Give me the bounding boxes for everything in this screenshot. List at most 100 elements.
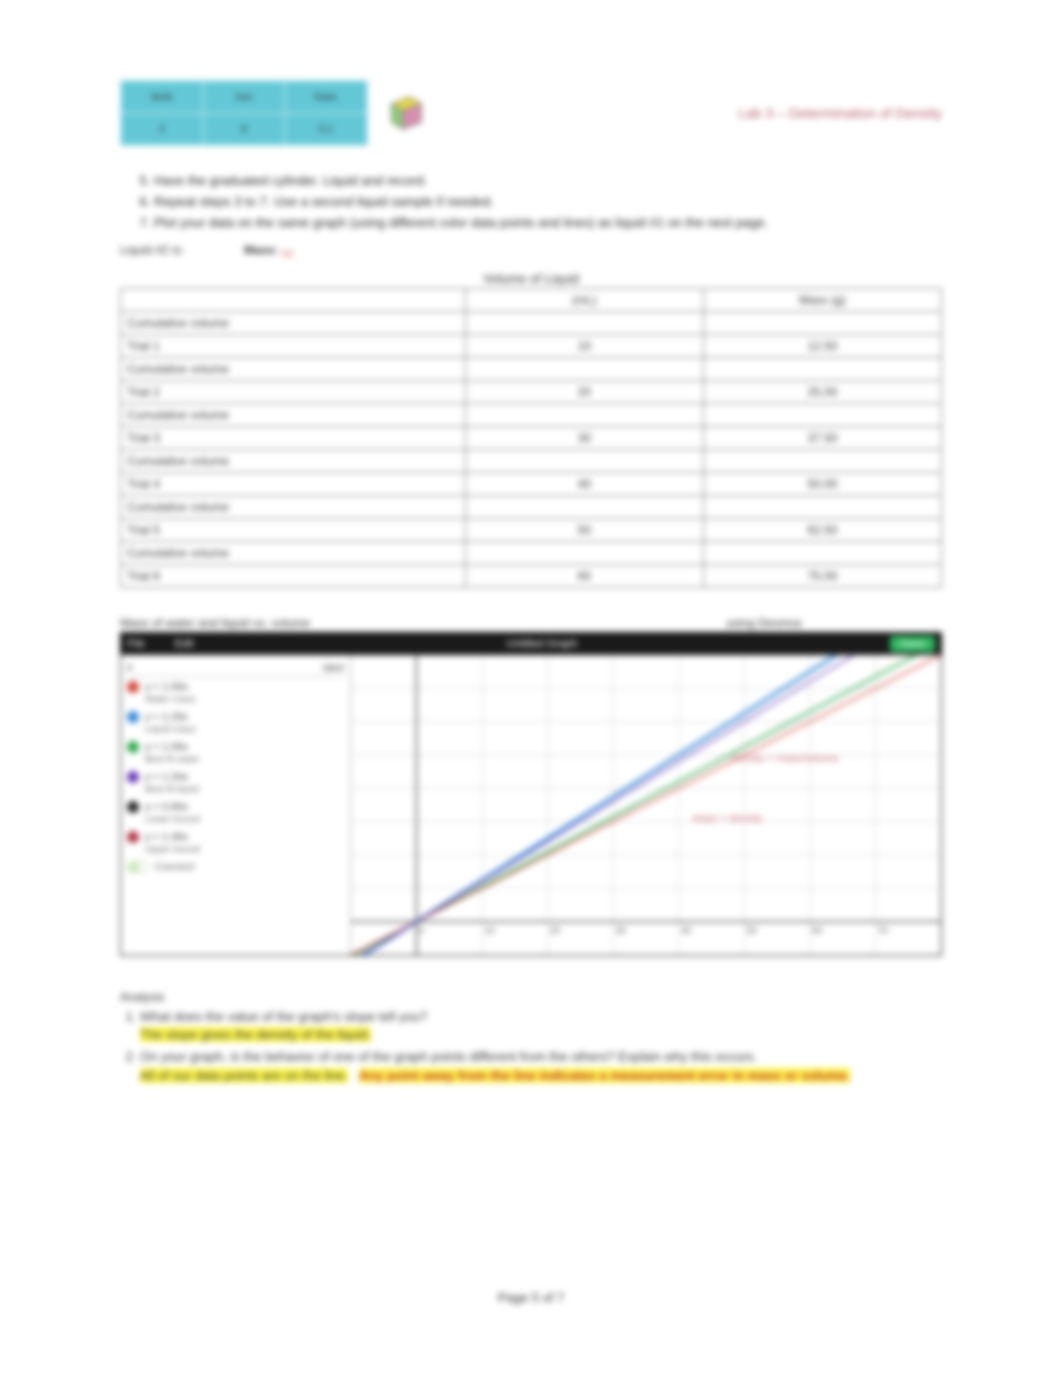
series-equation: Water mass bbox=[145, 694, 344, 705]
mini-cell: brick bbox=[121, 81, 203, 113]
table-cell bbox=[703, 311, 941, 334]
analysis-a2b: Any point away from the line indicates a… bbox=[359, 1068, 850, 1083]
toolbar-file[interactable]: File bbox=[127, 638, 145, 650]
chart-area[interactable]: 01020304050607080density = mass/volumesl… bbox=[351, 655, 941, 955]
mass-label: Mass: — bbox=[244, 243, 293, 257]
data-table-title: Volume of Liquid bbox=[120, 271, 942, 286]
series-label: y = 1.00x bbox=[145, 681, 188, 693]
save-button[interactable]: Save bbox=[890, 636, 935, 652]
procedure-steps: Have the graduated cylinder. Liquid and … bbox=[154, 172, 942, 233]
app-body: # label y = 1.00xWater mass y = 1.25xLiqu… bbox=[121, 655, 941, 955]
table-cell: Cumulative volume bbox=[121, 541, 466, 564]
cube-icon bbox=[380, 90, 426, 136]
header-mini-table: brick iron foam 2 8 0.1 bbox=[120, 80, 368, 146]
table-cell: 12.50 bbox=[703, 334, 941, 357]
series-item[interactable]: y = 1.00xWater mass bbox=[127, 681, 344, 705]
col-mass: Mass (g) bbox=[703, 288, 941, 311]
table-row: Cumulative volume bbox=[121, 357, 942, 380]
svg-text:slope = density: slope = density bbox=[692, 813, 763, 824]
table-row: Trial 66075.00 bbox=[121, 564, 942, 587]
series-equation: Lower bound bbox=[145, 814, 344, 825]
graph-caption-left: Mass of water and liquid vs. volume bbox=[120, 616, 310, 630]
table-cell: Trial 1 bbox=[121, 334, 466, 357]
table-cell bbox=[465, 495, 703, 518]
table-cell: 20 bbox=[465, 380, 703, 403]
svg-text:density = mass/volume: density = mass/volume bbox=[731, 753, 839, 764]
document-page: brick iron foam 2 8 0.1 Lab 3 – Determin… bbox=[0, 0, 1062, 1377]
table-cell: Cumulative volume bbox=[121, 311, 466, 334]
liquid-mass-row: Liquid #2 is: Mass: — bbox=[120, 243, 942, 257]
svg-text:40: 40 bbox=[681, 925, 692, 935]
series-label: y = 1.20x bbox=[145, 771, 188, 783]
toolbar-edit[interactable]: Edit bbox=[175, 638, 194, 650]
series-item[interactable]: y = 1.05xBest fit water bbox=[127, 741, 344, 765]
series-equation: Upper bound bbox=[145, 844, 344, 855]
table-row: Trial 11012.50 bbox=[121, 334, 942, 357]
analysis-section: Analysis What does the value of the grap… bbox=[120, 990, 942, 1086]
table-cell bbox=[703, 495, 941, 518]
svg-text:0: 0 bbox=[419, 925, 424, 935]
series-panel-header: # label bbox=[127, 663, 344, 677]
table-cell bbox=[465, 311, 703, 334]
page-footer: Page 5 of 7 bbox=[0, 1290, 1062, 1305]
table-cell bbox=[465, 403, 703, 426]
table-cell: Trial 6 bbox=[121, 564, 466, 587]
table-row: Cumulative volume bbox=[121, 311, 942, 334]
table-row: Trial 55062.50 bbox=[121, 518, 942, 541]
table-row: Trial 22025.00 bbox=[121, 380, 942, 403]
step-5: Have the graduated cylinder. Liquid and … bbox=[154, 172, 942, 191]
table-cell: 25.00 bbox=[703, 380, 941, 403]
analysis-a1: The slope gives the density of the liqui… bbox=[140, 1027, 371, 1042]
series-item[interactable]: y = 1.25xLiquid mass bbox=[127, 711, 344, 735]
mini-cell: foam bbox=[285, 81, 367, 113]
table-row: Trial 33037.50 bbox=[121, 426, 942, 449]
step-6: Repeat steps 3 to 7. Use a second liquid… bbox=[154, 193, 942, 212]
series-item[interactable]: y = 0.95xLower bound bbox=[127, 801, 344, 825]
mini-cell: 0.1 bbox=[285, 113, 367, 145]
analysis-q1: What does the value of the graph's slope… bbox=[140, 1008, 942, 1046]
series-item[interactable]: y = 1.20xBest fit liquid bbox=[127, 771, 344, 795]
liquid-label: Liquid #2 is: bbox=[120, 243, 184, 257]
table-cell bbox=[465, 449, 703, 472]
table-cell: Trial 5 bbox=[121, 518, 466, 541]
table-cell: 37.50 bbox=[703, 426, 941, 449]
series-label: y = 1.05x bbox=[145, 741, 188, 753]
series-item[interactable]: y = 1.30xUpper bound bbox=[127, 831, 344, 855]
series-label: y = 1.25x bbox=[145, 711, 188, 723]
table-cell: Trial 3 bbox=[121, 426, 466, 449]
table-row: Cumulative volume bbox=[121, 495, 942, 518]
table-cell: Cumulative volume bbox=[121, 495, 466, 518]
table-row: Cumulative volume bbox=[121, 449, 942, 472]
table-cell: 50.00 bbox=[703, 472, 941, 495]
series-color-icon bbox=[127, 801, 139, 813]
graph-caption: Mass of water and liquid vs. volume usin… bbox=[120, 616, 942, 630]
table-cell: Cumulative volume bbox=[121, 403, 466, 426]
col-blank bbox=[121, 288, 466, 311]
series-color-icon bbox=[127, 771, 139, 783]
table-cell bbox=[703, 541, 941, 564]
table-cell: 60 bbox=[465, 564, 703, 587]
svg-text:30: 30 bbox=[615, 925, 626, 935]
table-row: Trial 44050.00 bbox=[121, 472, 942, 495]
table-cell: 10 bbox=[465, 334, 703, 357]
svg-text:60: 60 bbox=[812, 925, 823, 935]
toggle-icon bbox=[127, 861, 149, 873]
table-cell bbox=[703, 403, 941, 426]
table-cell: 40 bbox=[465, 472, 703, 495]
series-equation: Best fit water bbox=[145, 754, 344, 765]
analysis-a2a: All of our data points are on the line. bbox=[140, 1068, 348, 1083]
toolbar-title: Untitled Graph bbox=[506, 638, 577, 650]
table-cell: Cumulative volume bbox=[121, 449, 466, 472]
graph-caption-right: using Desmos bbox=[726, 616, 942, 630]
series-color-icon bbox=[127, 711, 139, 723]
connect-toggle[interactable]: Connect bbox=[127, 861, 344, 873]
series-panel: # label y = 1.00xWater mass y = 1.25xLiqu… bbox=[121, 655, 351, 955]
data-table: (mL) Mass (g) Cumulative volumeTrial 110… bbox=[120, 288, 942, 588]
svg-text:50: 50 bbox=[746, 925, 757, 935]
mini-cell: iron bbox=[203, 81, 285, 113]
table-cell: Trial 2 bbox=[121, 380, 466, 403]
svg-text:70: 70 bbox=[878, 925, 889, 935]
step-7: Plot your data on the same graph (using … bbox=[154, 214, 942, 233]
table-cell bbox=[703, 449, 941, 472]
table-cell: 62.50 bbox=[703, 518, 941, 541]
